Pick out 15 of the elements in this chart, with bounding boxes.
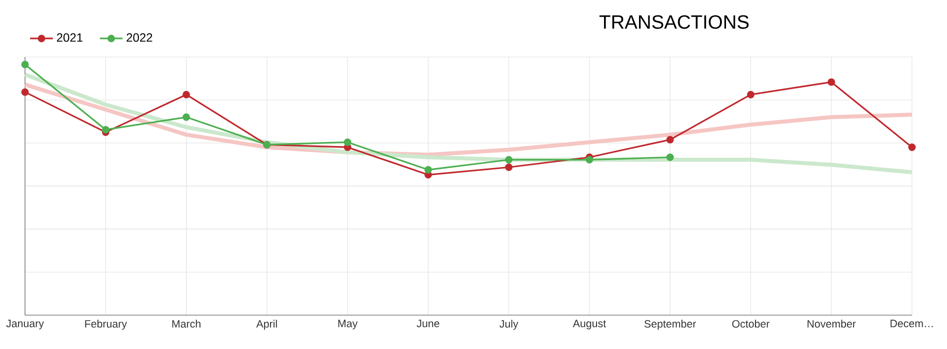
x-tick-label: January (6, 320, 44, 330)
x-tick-label: August (572, 320, 606, 330)
x-tick-label: Decem… (890, 320, 933, 328)
x-tick-label: February (85, 320, 127, 330)
x-tick-label: June (416, 320, 440, 328)
x-tick-label: October (732, 320, 770, 328)
x-tick-label: April (256, 320, 277, 330)
legend-label: 2022 (126, 33, 152, 42)
chart-title: TRANSACTIONS (599, 15, 749, 29)
legend-label: 2021 (56, 33, 82, 42)
x-tick-label: November (808, 320, 856, 328)
x-tick-label: September (644, 320, 696, 330)
x-tick-label: July (499, 320, 518, 330)
x-tick-label: March (172, 320, 200, 328)
x-tick-label: May (338, 320, 358, 330)
